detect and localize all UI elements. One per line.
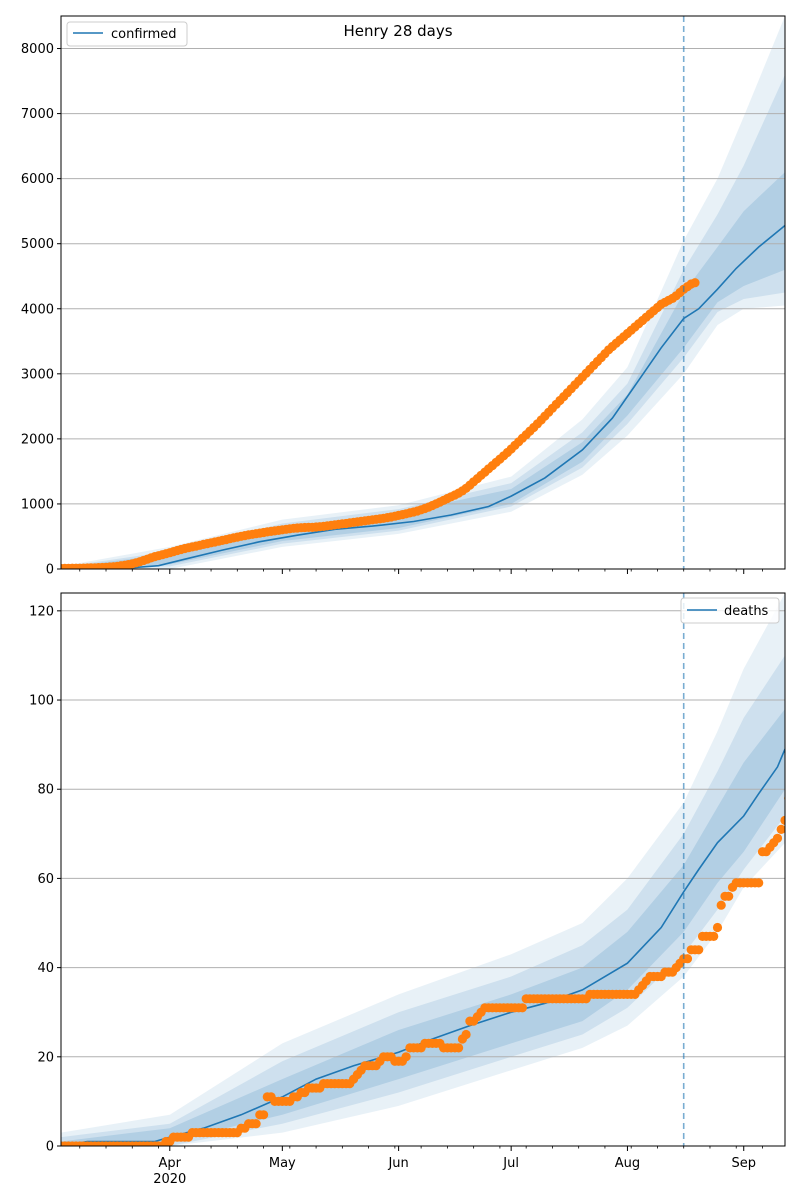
deaths-y-tick-label: 0	[46, 1140, 54, 1155]
confirmed-observed-point	[690, 278, 700, 288]
deaths-observed-point	[709, 931, 719, 942]
confirmed-observed-points	[61, 278, 700, 569]
deaths-observed-points	[61, 795, 785, 1146]
deaths-observed-point	[517, 1003, 528, 1013]
deaths-observed-point	[454, 1043, 464, 1053]
confirmed-y-tick-label: 6000	[21, 172, 54, 187]
deaths-observed-point	[712, 922, 723, 933]
deaths-observed-point	[694, 945, 704, 955]
deaths-band-inner	[61, 709, 785, 1146]
confirmed-y-axis: 0 1000 2000 3000 4000 5000 6000 7000 8000	[21, 42, 61, 578]
deaths-x-tick-label: Aug	[615, 1156, 640, 1171]
confirmed-y-tick-label: 7000	[21, 107, 54, 122]
confirmed-y-tick-label: 1000	[21, 497, 54, 512]
deaths-x-tick-label: Jul	[502, 1156, 519, 1171]
deaths-x-tick-label: Jun	[387, 1156, 408, 1171]
confirmed-y-tick-label: 2000	[21, 432, 54, 447]
deaths-band-outer	[61, 593, 785, 1146]
deaths-y-tick-label: 120	[29, 604, 54, 619]
confirmed-uncertainty-bands	[61, 16, 785, 569]
deaths-observed-point	[259, 1110, 269, 1120]
deaths-y-tick-label: 60	[37, 872, 54, 887]
deaths-y-tick-label: 100	[29, 694, 54, 709]
confirmed-y-tick-label: 8000	[21, 42, 54, 57]
deaths-observed-point	[724, 891, 734, 901]
confirmed-y-tick-label: 3000	[21, 367, 54, 382]
confirmed-band-outer	[61, 16, 785, 569]
deaths-x-tick-label: May	[269, 1156, 296, 1171]
confirmed-legend-label: confirmed	[111, 27, 177, 42]
confirmed-legend: confirmed	[66, 21, 188, 47]
confirmed-legend-box	[66, 21, 188, 47]
figure-title: Henry 28 days	[343, 22, 452, 40]
deaths-observed-point	[461, 1029, 471, 1040]
deaths-observed-point	[772, 833, 783, 843]
confirmed-model-curve	[61, 224, 785, 569]
deaths-observed-point	[251, 1119, 261, 1129]
confirmed-band-mid	[61, 74, 785, 569]
deaths-legend: deaths	[680, 597, 780, 624]
deaths-axes-frame	[60, 592, 786, 1147]
deaths-y-tick-label: 40	[37, 961, 54, 976]
deaths-y-tick-label: 20	[37, 1050, 54, 1065]
confirmed-y-tick-label: 4000	[21, 302, 54, 317]
confirmed-panel: 0 1000 2000 3000 4000 5000 6000 7000 8000 Henry …	[21, 15, 786, 578]
deaths-observed-point	[754, 878, 764, 888]
deaths-y-tick-label: 80	[37, 783, 54, 798]
confirmed-model-curve-group	[61, 224, 785, 569]
deaths-x-tick-label: Apr	[159, 1156, 182, 1171]
confirmed-x-axis	[79, 569, 763, 574]
deaths-observed-point	[716, 900, 726, 910]
deaths-legend-label: deaths	[724, 604, 769, 619]
confirmed-y-tick-label: 5000	[21, 237, 54, 252]
deaths-x-tick-label: Sep	[731, 1156, 756, 1171]
deaths-observed-point	[401, 1052, 411, 1062]
deaths-observed-point	[780, 815, 785, 825]
deaths-observed-point	[682, 954, 693, 964]
confirmed-y-tick-label: 0	[46, 563, 54, 578]
deaths-observed-point	[776, 824, 785, 834]
deaths-y-axis: 0 20 40 60 80 100 120	[29, 604, 61, 1155]
confirmed-axes-frame	[60, 15, 786, 570]
deaths-legend-box	[680, 597, 780, 624]
deaths-x-tick-sublabel: 2020	[153, 1172, 186, 1187]
